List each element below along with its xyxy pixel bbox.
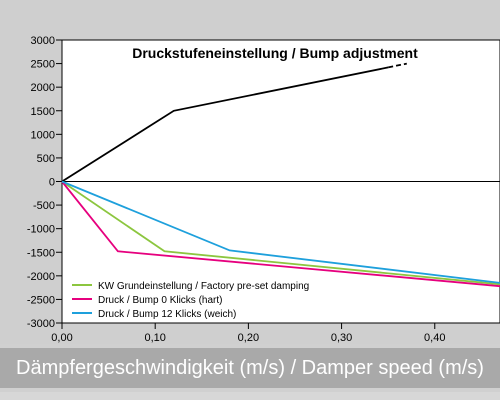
legend-label-2: Druck / Bump 0 Klicks (hart) [98, 295, 222, 306]
x-axis-label: Dämpfergeschwindigkeit (m/s) / Damper sp… [0, 348, 500, 388]
x-tick-label: 0,10 [144, 332, 165, 344]
y-tick-label: 1500 [31, 106, 55, 118]
y-tick-label: 0 [49, 177, 55, 189]
chart-title: Druckstufeneinstellung / Bump adjustment [132, 45, 418, 61]
y-tick-label: -2500 [27, 294, 55, 306]
y-tick-label: 2000 [31, 82, 55, 94]
bottom-strip [0, 392, 500, 400]
y-tick-label: -1500 [27, 247, 55, 259]
series-line-3 [61, 180, 500, 284]
y-tick-label: 500 [37, 153, 55, 165]
legend-label-1: KW Grundeinstellung / Factory pre-set da… [98, 281, 309, 292]
y-tick-label: -3000 [27, 318, 55, 330]
x-tick-label: 0,00 [51, 332, 72, 344]
y-tick-label: 3000 [31, 35, 55, 47]
series-line-1 [61, 180, 500, 286]
x-tick-label: 0,20 [238, 332, 259, 344]
legend-label-3: Druck / Bump 12 Klicks (weich) [98, 309, 236, 320]
y-tick-label: -2000 [27, 271, 55, 283]
x-tick-label: 0,30 [331, 332, 352, 344]
y-tick-label: 2500 [31, 59, 55, 71]
series-line-upper-dashed [388, 62, 407, 69]
y-tick-label: -500 [33, 200, 55, 212]
series-line-upper [61, 66, 389, 183]
y-tick-label: 1000 [31, 129, 55, 141]
y-tick-label: -1000 [27, 224, 55, 236]
x-tick-label: 0,40 [424, 332, 445, 344]
series-line-2 [61, 180, 500, 288]
